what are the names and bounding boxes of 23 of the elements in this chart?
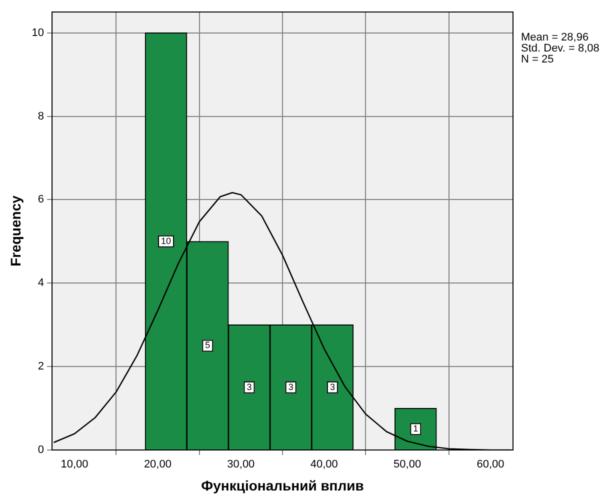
y-tick-label: 8: [38, 110, 44, 122]
data-label: 3: [288, 382, 294, 392]
x-tick-label: 60,00: [476, 458, 504, 471]
y-tick-label: 4: [38, 277, 44, 290]
y-tick-label: 0: [38, 444, 44, 456]
data-label: 3: [246, 382, 252, 392]
y-tick-label: 10: [32, 26, 44, 39]
data-label: 1: [413, 424, 418, 434]
data-label: 5: [205, 340, 210, 350]
x-tick-label: 30,00: [227, 458, 255, 471]
x-axis-title: Функціональний вплив: [201, 477, 364, 494]
x-tick-label: 10,00: [60, 458, 88, 471]
x-tick-label: 40,00: [310, 458, 338, 471]
text: N = 25: [521, 54, 554, 66]
x-tick-label: 50,00: [394, 458, 422, 471]
data-label: 3: [330, 382, 335, 392]
x-tick-label: 20,00: [144, 458, 172, 471]
text: Mean = 28,96: [521, 32, 589, 44]
text: Std. Dev. = 8,08: [521, 42, 600, 55]
y-tick-label: 2: [38, 360, 44, 373]
data-label: 10: [161, 236, 172, 246]
y-axis-title: Frequency: [7, 195, 24, 266]
y-tick-label: 6: [38, 194, 44, 206]
